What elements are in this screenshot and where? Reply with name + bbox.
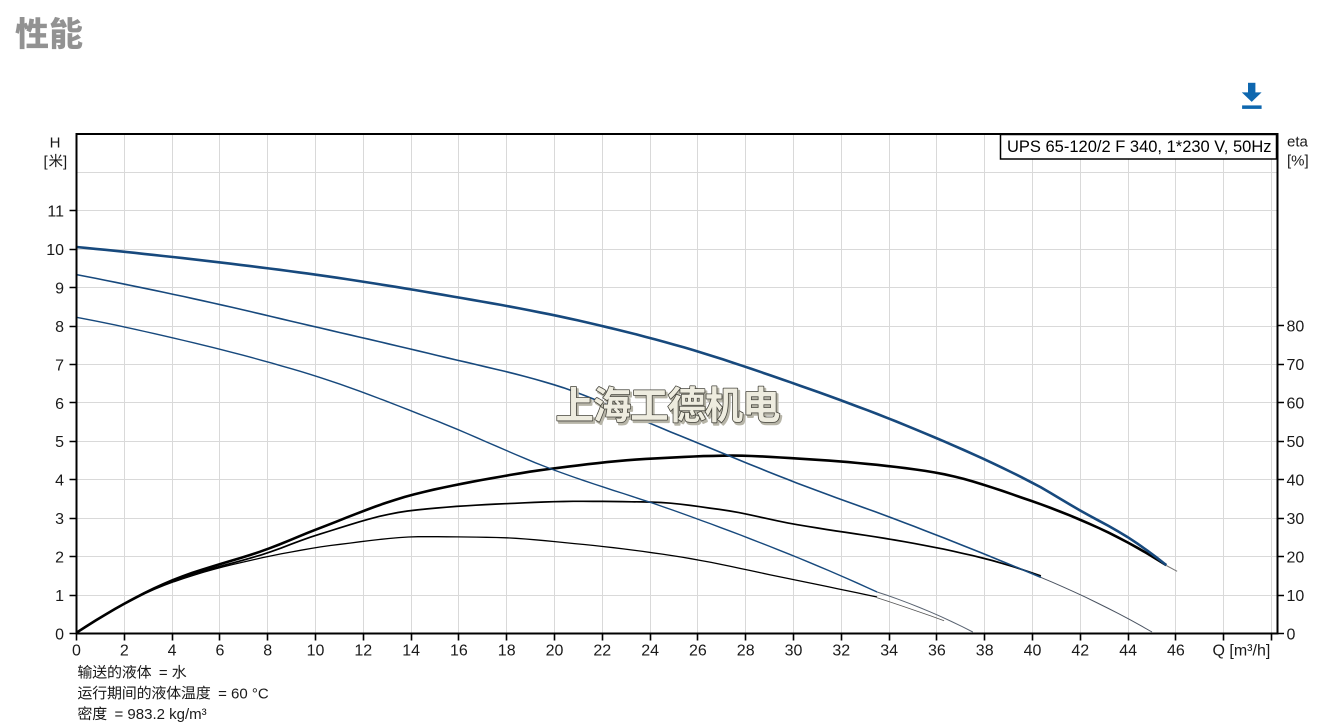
svg-text:8: 8 [263, 643, 272, 660]
svg-text:22: 22 [593, 643, 611, 660]
svg-text:20: 20 [546, 643, 564, 660]
svg-text:2: 2 [55, 550, 64, 567]
svg-text:3: 3 [55, 511, 64, 528]
svg-text:Q [m³/h]: Q [m³/h] [1213, 643, 1271, 660]
svg-text:42: 42 [1071, 643, 1089, 660]
svg-text:= 60 °C: = 60 °C [218, 685, 269, 702]
svg-text:6: 6 [55, 396, 64, 413]
svg-text:36: 36 [928, 643, 946, 660]
svg-text:8: 8 [55, 319, 64, 336]
svg-text:=: = [159, 665, 168, 682]
svg-text:40: 40 [1024, 643, 1042, 660]
svg-text:50: 50 [1287, 434, 1305, 451]
svg-text:9: 9 [55, 281, 64, 298]
svg-text:32: 32 [832, 643, 850, 660]
svg-text:0: 0 [1287, 626, 1296, 643]
svg-text:7: 7 [55, 357, 64, 374]
svg-text:0: 0 [72, 643, 81, 660]
svg-text:28: 28 [737, 643, 755, 660]
svg-text:60: 60 [1287, 395, 1305, 412]
svg-text:46: 46 [1167, 643, 1185, 660]
svg-text:12: 12 [354, 643, 372, 660]
svg-text:4: 4 [55, 473, 64, 490]
svg-text:[%]: [%] [1287, 153, 1309, 170]
svg-text:[: [ [44, 154, 49, 171]
svg-text:40: 40 [1287, 472, 1305, 489]
svg-text:H: H [50, 135, 61, 152]
svg-text:10: 10 [307, 643, 325, 660]
svg-text:4: 4 [168, 643, 177, 660]
svg-text:34: 34 [880, 643, 898, 660]
svg-text:5: 5 [55, 434, 64, 451]
svg-text:2: 2 [120, 643, 129, 660]
svg-text:11: 11 [47, 204, 64, 221]
svg-text:70: 70 [1287, 357, 1305, 374]
svg-text:24: 24 [641, 643, 659, 660]
svg-text:eta: eta [1287, 134, 1309, 151]
svg-text:UPS 65-120/2 F 340, 1*230 V, 5: UPS 65-120/2 F 340, 1*230 V, 50Hz [1007, 138, 1271, 156]
svg-text:10: 10 [1287, 588, 1305, 605]
svg-text:14: 14 [402, 643, 420, 660]
svg-text:30: 30 [785, 643, 803, 660]
svg-text:80: 80 [1287, 319, 1305, 336]
svg-text:= 983.2 kg/m³: = 983.2 kg/m³ [115, 706, 207, 723]
svg-text:10: 10 [46, 242, 64, 259]
svg-text:44: 44 [1119, 643, 1137, 660]
svg-text:26: 26 [689, 643, 707, 660]
svg-text:1: 1 [55, 588, 64, 605]
svg-text:]: ] [63, 154, 67, 171]
svg-text:0: 0 [55, 626, 64, 643]
svg-text:6: 6 [215, 643, 224, 660]
svg-text:20: 20 [1287, 549, 1305, 566]
svg-text:30: 30 [1287, 511, 1305, 528]
svg-text:18: 18 [498, 643, 516, 660]
svg-text:38: 38 [976, 643, 994, 660]
svg-text:16: 16 [450, 643, 468, 660]
